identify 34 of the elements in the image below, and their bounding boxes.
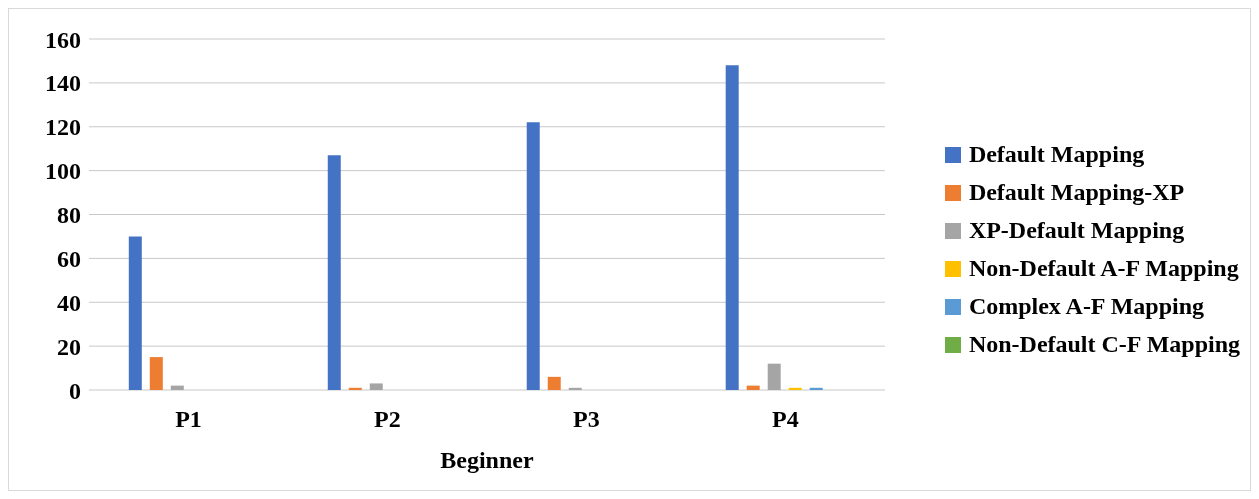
bar — [327, 155, 341, 390]
bar — [348, 387, 362, 390]
bar — [547, 376, 561, 390]
y-tick-label: 40 — [57, 289, 81, 316]
bar — [788, 387, 802, 390]
y-tick-label: 60 — [57, 245, 81, 272]
legend-label: Complex A-F Mapping — [968, 293, 1204, 320]
legend-label: Non-Default C-F Mapping — [968, 331, 1240, 358]
bar — [725, 65, 739, 390]
bar — [170, 385, 184, 390]
y-tick-label: 0 — [69, 377, 81, 404]
bar — [746, 385, 760, 390]
legend-label: Default Mapping-XP — [968, 179, 1185, 206]
x-tick-label: P3 — [573, 406, 600, 433]
legend-label: XP-Default Mapping — [968, 217, 1185, 244]
legend-label: Non-Default A-F Mapping — [968, 255, 1239, 282]
bar — [369, 383, 383, 390]
x-tick-label: P2 — [374, 406, 401, 433]
y-tick-label: 140 — [45, 70, 81, 97]
bar — [149, 357, 163, 390]
bar — [568, 387, 582, 390]
y-tick-label: 120 — [45, 114, 81, 141]
bar — [128, 236, 142, 390]
y-tick-label: 80 — [57, 202, 81, 229]
x-tick-label: P4 — [772, 406, 799, 433]
y-tick-label: 100 — [45, 158, 81, 185]
x-axis-title: Beginner — [440, 447, 534, 473]
bar — [526, 122, 540, 390]
bar — [767, 363, 781, 390]
legend-label: Default Mapping — [968, 141, 1145, 168]
y-tick-label: 20 — [57, 333, 81, 360]
y-tick-label: 160 — [45, 26, 81, 53]
bar — [809, 387, 823, 390]
x-tick-label: P1 — [175, 406, 202, 433]
